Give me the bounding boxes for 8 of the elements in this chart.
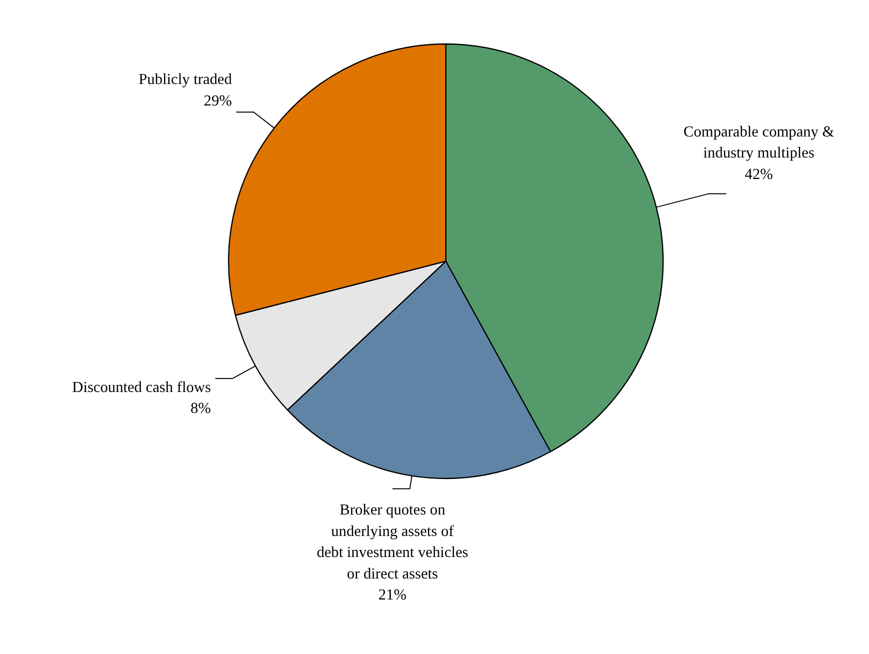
data-label: 21%	[378, 586, 407, 604]
slice-label: Broker quotes on underlying assets of debt investment vehicles or direct assets	[316, 502, 468, 582]
slice-label: Comparable company & industry multiples	[684, 123, 834, 162]
slice-label: Publicly traded	[138, 71, 232, 88]
data-label: 29%	[204, 92, 232, 110]
data-label: 8%	[190, 400, 212, 418]
slice-label: Discounted cash flows	[72, 378, 211, 396]
data-label: 42%	[744, 166, 774, 183]
